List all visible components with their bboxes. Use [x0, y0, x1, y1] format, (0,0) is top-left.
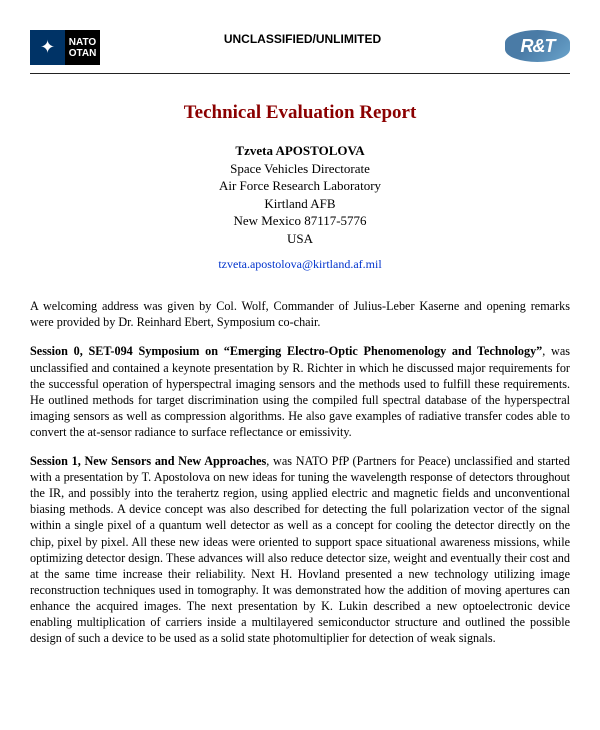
intro-paragraph: A welcoming address was given by Col. Wo…: [30, 298, 570, 330]
author-affil-2: Air Force Research Laboratory: [30, 177, 570, 195]
nato-logo-text: NATO OTAN: [65, 30, 100, 65]
document-title: Technical Evaluation Report: [30, 102, 570, 124]
rt-logo-text: R&T: [521, 36, 555, 57]
session-1-lead: Session 1, New Sensors and New Approache…: [30, 454, 266, 468]
author-affil-1: Space Vehicles Directorate: [30, 160, 570, 178]
session-0-body: , was unclassified and contained a keyno…: [30, 344, 570, 438]
session-1-body: , was NATO PfP (Partners for Peace) uncl…: [30, 454, 570, 645]
classification-label: UNCLASSIFIED/UNLIMITED: [224, 30, 381, 46]
author-name: Tzveta APOSTOLOVA: [30, 142, 570, 160]
author-email: tzveta.apostolova@kirtland.af.mil: [30, 257, 570, 272]
session-0-lead: Session 0, SET-094 Symposium on “Emergin…: [30, 344, 542, 358]
author-affil-5: USA: [30, 230, 570, 248]
header-rule: [30, 73, 570, 74]
author-affil-3: Kirtland AFB: [30, 195, 570, 213]
author-block: Tzveta APOSTOLOVA Space Vehicles Directo…: [30, 142, 570, 247]
session-1-paragraph: Session 1, New Sensors and New Approache…: [30, 453, 570, 646]
body-text: A welcoming address was given by Col. Wo…: [30, 298, 570, 646]
nato-star-icon: ✦: [30, 30, 65, 65]
nato-logo-top: NATO: [69, 37, 96, 48]
author-affil-4: New Mexico 87117-5776: [30, 212, 570, 230]
nato-logo: ✦ NATO OTAN: [30, 30, 100, 65]
rt-logo: R&T: [505, 30, 570, 62]
session-0-paragraph: Session 0, SET-094 Symposium on “Emergin…: [30, 343, 570, 440]
header-row: ✦ NATO OTAN UNCLASSIFIED/UNLIMITED R&T: [30, 30, 570, 65]
nato-logo-bottom: OTAN: [69, 48, 97, 59]
